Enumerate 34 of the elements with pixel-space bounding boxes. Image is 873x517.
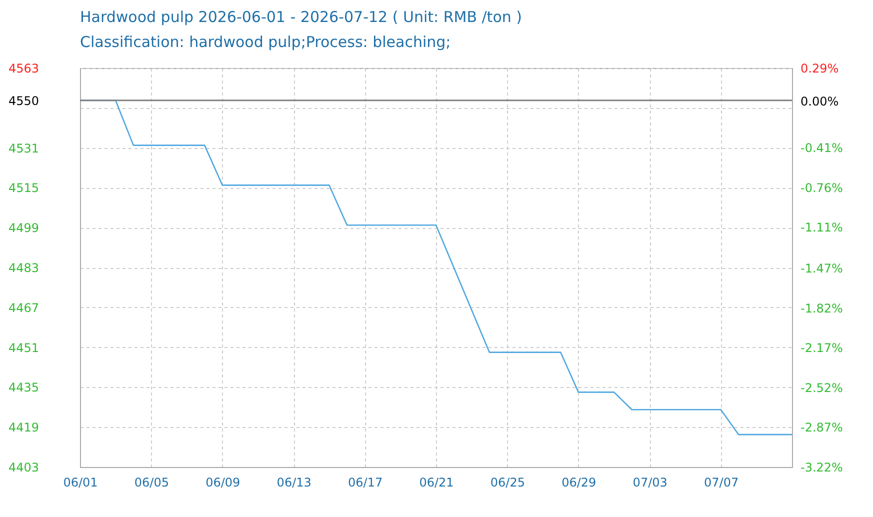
y-tick-label: 4499 — [8, 221, 40, 236]
y-tick-label: 4531 — [8, 141, 40, 156]
y2-tick-label: -3.22% — [800, 460, 843, 474]
y-tick-label: 4483 — [8, 261, 40, 275]
y2-tick-label: -0.41% — [800, 141, 843, 156]
x-tick-label: 06/29 — [562, 476, 596, 490]
x-tick-label: 06/05 — [134, 476, 169, 490]
y2-tick-label: -0.76% — [800, 180, 843, 195]
y2-tick-label: -2.17% — [800, 341, 843, 356]
y-tick-label: 4550 — [8, 94, 40, 108]
y-tick-label: 4467 — [8, 300, 40, 315]
x-tick-label: 06/09 — [206, 476, 240, 490]
y2-tick-label: -1.47% — [800, 262, 843, 276]
y2-tick-label: -1.11% — [800, 220, 843, 235]
x-tick-label: 06/13 — [276, 476, 312, 490]
chart-subtitle: Classification: hardwood pulp;Process: bleaching; — [80, 33, 451, 51]
y-tick-label: 4563 — [8, 62, 40, 76]
y2-tick-label: 0.00% — [800, 94, 839, 108]
chart-title: Hardwood pulp 2026-06-01 - 2026-07-12 ( Unit: RMB /ton ) — [80, 8, 522, 26]
y-tick-label: 4515 — [8, 181, 40, 196]
y-tick-label: 4451 — [8, 340, 40, 355]
y2-tick-label: -2.52% — [800, 380, 843, 395]
y2-tick-label: -1.82% — [800, 301, 843, 316]
x-tick-label: 07/07 — [704, 476, 739, 490]
x-tick-label: 07/03 — [632, 476, 668, 490]
x-tick-label: 06/01 — [63, 476, 98, 490]
x-tick-label: 06/25 — [490, 476, 525, 490]
y-tick-label: 4403 — [8, 460, 40, 474]
y-tick-label: 4419 — [8, 420, 40, 435]
y2-tick-label: -2.87% — [800, 420, 843, 435]
x-tick-label: 06/17 — [348, 476, 383, 490]
x-tick-label: 06/21 — [419, 476, 454, 490]
y2-tick-label: 0.29% — [800, 62, 839, 76]
y-tick-label: 4435 — [8, 380, 40, 395]
